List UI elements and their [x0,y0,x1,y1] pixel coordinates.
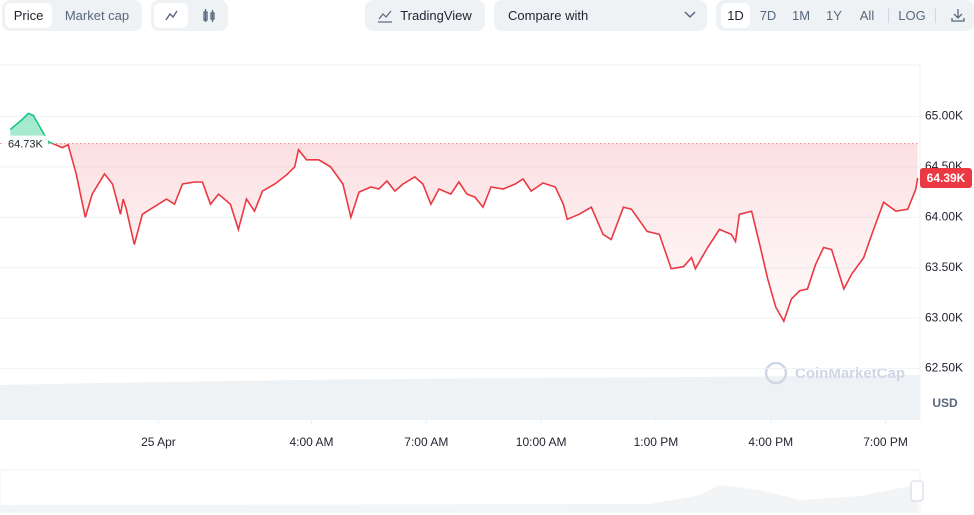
divider [935,8,936,23]
range[interactable]: 1Y [826,8,842,23]
reference-box [4,135,48,152]
compare-dropdown[interactable]: Compare with [494,0,707,31]
download[interactable] [944,3,972,28]
range[interactable]: All [859,8,875,23]
current-price-label: 64.39K [927,171,966,185]
x-tick-label: 25 Apr [141,435,176,449]
line-icon [165,10,178,21]
y-tick-label: 65.00K [925,109,963,123]
compare-label: Compare with [508,8,589,23]
price-line-below [50,143,919,324]
view-tabs: Price Market cap [2,0,142,31]
x-tick-label: 7:00 AM [404,435,448,449]
log-toggle[interactable]: LOG [898,8,926,23]
y-tick-label: 64.00K [925,209,963,223]
x-tick-label: 4:00 PM [748,435,793,449]
candle-icon [203,9,215,22]
x-tick-label: 7:00 PM [863,435,908,449]
watermark: CoinMarketCap [795,365,905,382]
navigator-handle[interactable] [910,480,924,502]
range[interactable]: 1D [721,3,750,28]
navigator-area [0,483,918,512]
watermark-logo [764,361,788,385]
y-tick-label: 63.00K [925,310,963,324]
range[interactable]: 7D [759,8,777,23]
download-icon [951,9,965,22]
tradingview-button[interactable]: TradingView [365,0,485,31]
range[interactable]: 1M [791,8,811,23]
line-style[interactable] [154,3,188,28]
reference-label: 64.73K [8,139,44,151]
volume-area [0,375,920,420]
y-tick-label: 62.50K [925,361,963,375]
chart-style [151,0,228,31]
area-below [10,143,918,322]
chart-icon [378,10,392,23]
tab[interactable]: Market cap [64,8,130,23]
current-price-box [920,167,972,188]
tradingview-label: TradingView [400,8,472,23]
y-tick-label: 63.50K [925,260,963,274]
divider [888,8,889,23]
currency: USD [932,396,958,410]
tab[interactable]: Price [5,3,52,28]
chevron [684,11,696,19]
x-tick-label: 10:00 AM [516,435,567,449]
x-tick-label: 4:00 AM [289,435,333,449]
candle-style[interactable] [192,3,226,28]
x-tick-label: 1:00 PM [634,435,679,449]
range-tabs: 1D 7D 1M 1Y All LOG [716,0,974,31]
